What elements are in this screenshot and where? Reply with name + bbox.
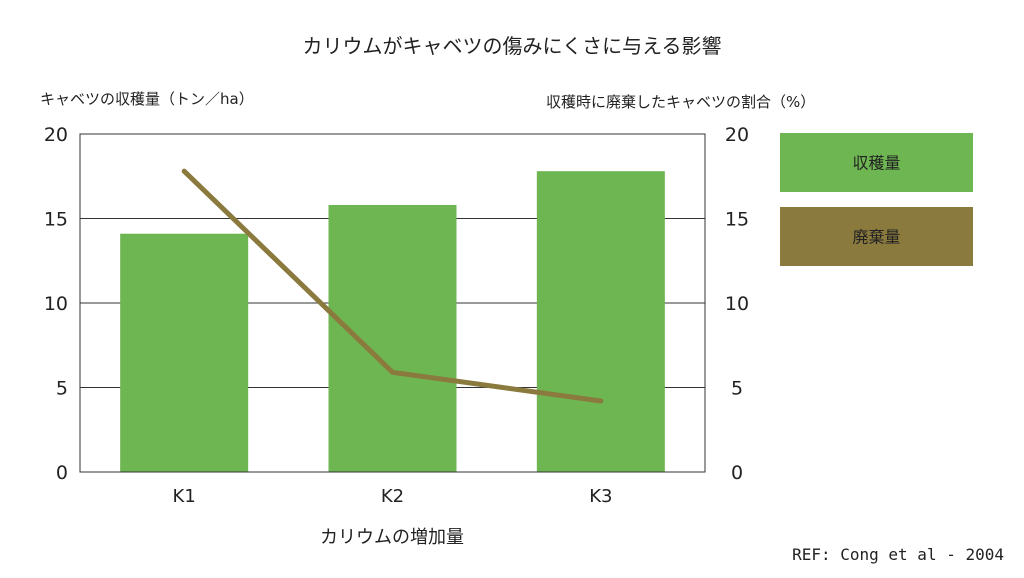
y-left-tick-label: 20 <box>44 124 68 146</box>
line-waste <box>181 168 604 404</box>
y-axis-left-ticks: 0 5 10 15 20 <box>44 124 68 484</box>
y-left-tick-label: 15 <box>44 209 68 231</box>
x-tick-label: K3 <box>589 486 612 507</box>
axes <box>79 133 706 473</box>
legend-swatch <box>780 207 973 266</box>
y-right-tick-label: 5 <box>731 378 743 400</box>
y-right-tick-label: 0 <box>731 462 743 484</box>
legend-label: 廃棄量 <box>852 228 900 247</box>
legend-item-harvest: 収穫量 <box>780 133 973 192</box>
source-reference: REF: Cong et al - 2004 <box>792 545 1004 564</box>
bar-series <box>120 171 665 473</box>
plot-frame <box>79 133 706 473</box>
line-series <box>181 168 604 404</box>
legend-swatch <box>780 133 973 192</box>
legend-item-waste: 廃棄量 <box>780 207 973 266</box>
y-left-tick-label: 0 <box>56 462 68 484</box>
bar-k1 <box>120 233 249 472</box>
y-right-tick-label: 20 <box>725 124 749 146</box>
bar-k2 <box>328 204 457 473</box>
y-right-tick-label: 10 <box>725 293 749 315</box>
x-tick-label: K2 <box>381 486 404 507</box>
y-axis-right-ticks: 0 5 10 15 20 <box>725 124 749 484</box>
bar-k3 <box>536 171 665 472</box>
y-right-tick-label: 15 <box>725 209 749 231</box>
x-axis-title: カリウムの増加量 <box>320 527 464 548</box>
x-tick-label: K1 <box>173 486 196 507</box>
y-axis-right-title: 収穫時に廃棄したキャベツの割合（%） <box>546 93 815 111</box>
y-left-tick-label: 5 <box>56 378 68 400</box>
x-axis-ticks: K1 K2 K3 <box>173 486 613 507</box>
y-axis-left-title: キャベツの収穫量（トン／ha） <box>40 90 254 108</box>
y-left-tick-label: 10 <box>44 293 68 315</box>
legend-label: 収穫量 <box>852 154 900 173</box>
chart-title: カリウムがキャベツの傷みにくさに与える影響 <box>303 34 722 58</box>
